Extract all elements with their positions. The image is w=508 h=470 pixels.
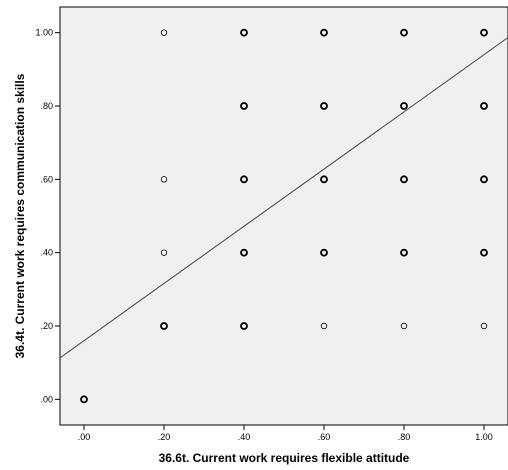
data-point bbox=[160, 249, 168, 256]
data-point bbox=[320, 248, 328, 257]
x-tick-label: .40 bbox=[238, 432, 251, 442]
points-layer bbox=[80, 28, 488, 404]
y-axis: .00 .20 .40 .60 .80 1.00 bbox=[35, 28, 60, 404]
y-axis-title: 36.4t. Current work requires communicati… bbox=[13, 73, 27, 358]
data-point bbox=[80, 395, 88, 404]
data-point bbox=[320, 322, 328, 330]
data-point bbox=[480, 248, 488, 257]
data-point bbox=[240, 175, 248, 184]
data-point bbox=[400, 248, 408, 257]
data-point bbox=[480, 322, 488, 330]
data-point bbox=[400, 322, 408, 330]
data-point bbox=[320, 28, 328, 37]
y-tick-label: .60 bbox=[40, 174, 53, 184]
data-point bbox=[160, 29, 168, 36]
x-tick-label: .00 bbox=[78, 432, 91, 442]
data-point bbox=[240, 102, 248, 110]
data-point bbox=[240, 322, 248, 330]
data-point bbox=[400, 28, 408, 37]
fit-line bbox=[60, 37, 508, 359]
data-point bbox=[480, 175, 488, 184]
x-axis: .00 .20 .40 .60 .80 1.00 bbox=[78, 425, 493, 442]
x-tick-label: .20 bbox=[158, 432, 171, 442]
x-tick-label: 1.00 bbox=[475, 432, 493, 442]
x-tick-label: .60 bbox=[318, 432, 331, 442]
x-tick-label: .80 bbox=[398, 432, 411, 442]
data-point bbox=[480, 28, 488, 37]
y-tick-label: .00 bbox=[40, 394, 53, 404]
fit-line-layer bbox=[60, 37, 508, 359]
data-point bbox=[480, 102, 488, 110]
x-axis-title: 36.6t. Current work requires flexible at… bbox=[159, 451, 410, 465]
y-tick-label: .20 bbox=[40, 321, 53, 331]
data-point bbox=[400, 175, 408, 184]
data-point bbox=[160, 322, 168, 330]
data-point bbox=[320, 102, 328, 110]
y-tick-label: 1.00 bbox=[35, 28, 53, 38]
data-point bbox=[240, 28, 248, 37]
y-tick-label: .40 bbox=[40, 248, 53, 258]
plot-area bbox=[59, 6, 508, 426]
data-point bbox=[400, 102, 408, 110]
data-point bbox=[320, 175, 328, 184]
data-point bbox=[160, 176, 168, 183]
data-point bbox=[240, 248, 248, 257]
y-tick-label: .80 bbox=[40, 101, 53, 111]
